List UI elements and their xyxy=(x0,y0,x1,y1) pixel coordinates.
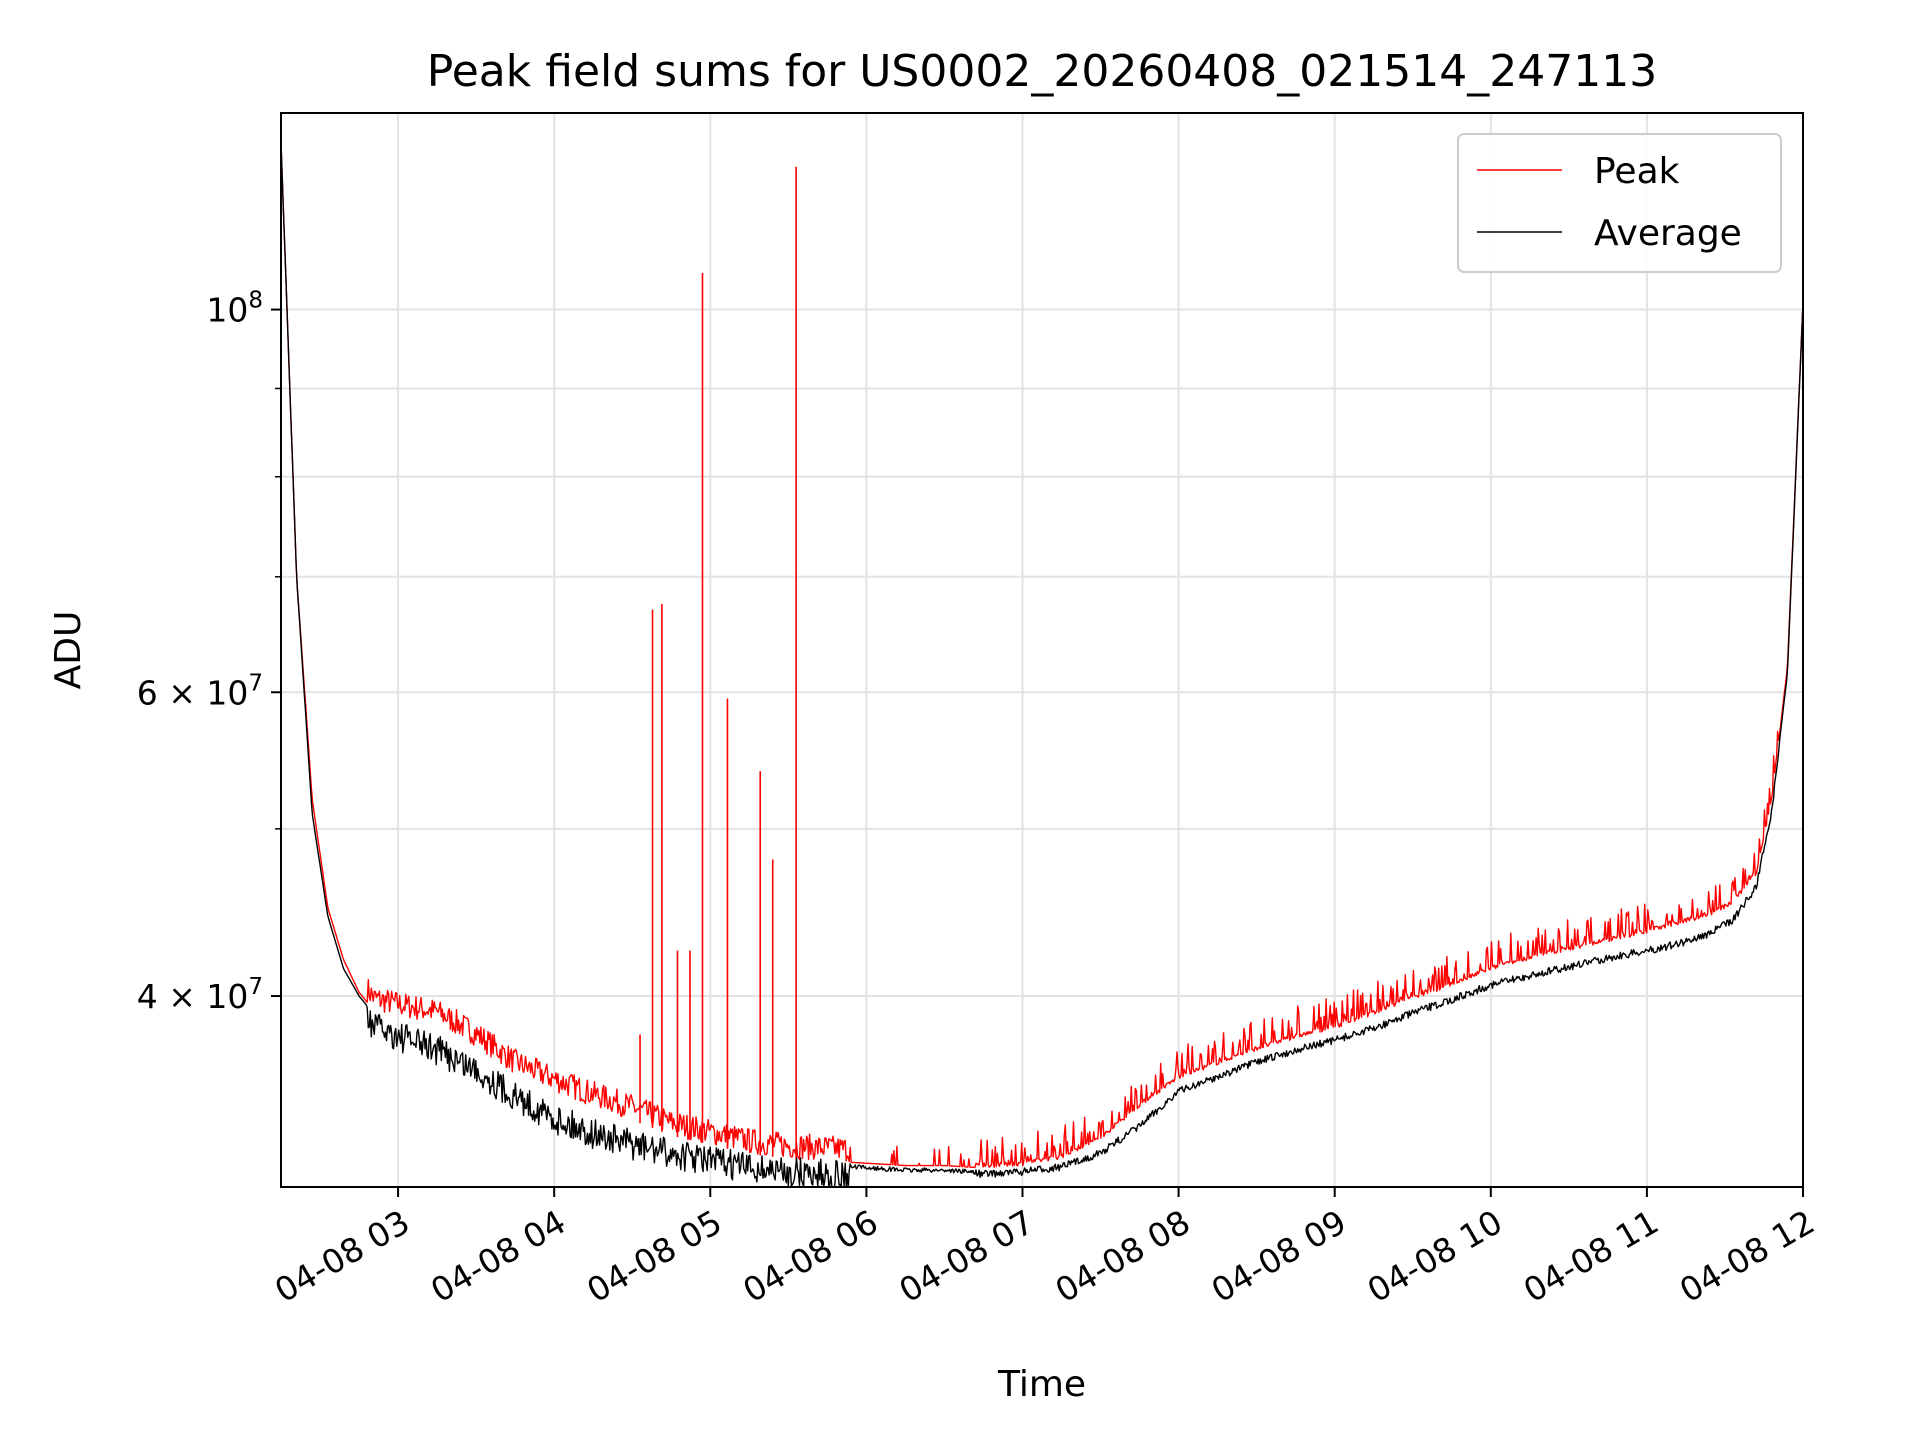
legend-peak-label: Peak xyxy=(1594,151,1680,192)
y-axis-label: ADU xyxy=(48,611,89,690)
y-axis-ticks: 108 6 × 107 4 × 107 xyxy=(137,288,281,1016)
x-axis-label: Time xyxy=(997,1364,1086,1405)
legend-box xyxy=(1457,133,1782,273)
legend-average-label: Average xyxy=(1594,213,1742,254)
chart-title: Peak field sums for US0002_20260408_0215… xyxy=(427,46,1657,97)
y-tick-label: 108 xyxy=(206,288,263,330)
series-average-line xyxy=(281,142,1803,1187)
plot-frame xyxy=(280,112,1804,1188)
y-tick-label: 4 × 107 xyxy=(137,974,263,1016)
legend: Peak Average xyxy=(1457,133,1782,273)
series-layer xyxy=(281,142,1803,1187)
series-peak-line xyxy=(281,142,1803,1169)
y-tick-label: 6 × 107 xyxy=(137,670,263,712)
